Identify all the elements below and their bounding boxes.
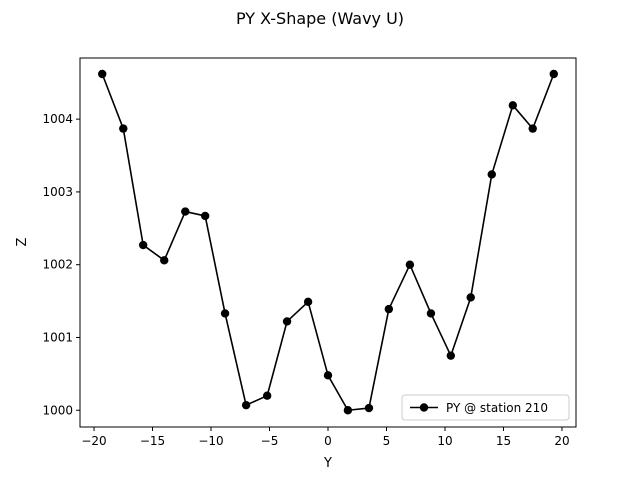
data-point [364,403,374,413]
y-axis: 1000 1001 1002 1003 1004 [42,112,80,417]
x-tick-label: −20 [81,434,106,448]
x-tick-label: −10 [198,434,223,448]
data-point [262,391,272,400]
x-axis-label: Y [323,456,332,471]
legend: PY @ station 210 [401,394,570,421]
data-point [241,400,251,410]
y-tick-label: 1000 [42,403,73,417]
data-point [138,240,148,250]
data-point [303,297,313,307]
y-axis-label: Z [15,237,30,246]
data-point [466,293,475,302]
legend-box [401,394,570,421]
legend-marker [419,403,429,412]
data-point [384,304,394,314]
data-point [323,371,333,380]
chart-title: PY X-Shape (Wavy U) [236,9,404,28]
x-tick-label: −15 [140,434,165,448]
data-point [549,69,558,79]
y-tick-label: 1004 [42,112,73,126]
x-axis: −20 −15 −10 −5 0 5 10 15 20 [81,427,570,448]
data-point [487,170,496,179]
x-tick-label: 10 [437,434,452,448]
data-point [446,351,456,360]
x-tick-label: −5 [261,434,279,448]
data-point [220,309,230,318]
data-point [119,124,128,133]
data-point [508,101,518,110]
data-point [426,309,436,318]
x-tick-label: 20 [554,434,569,448]
y-tick-label: 1003 [42,185,73,199]
data-point [98,69,107,79]
data-point [160,256,169,265]
data-point [405,260,415,269]
x-tick-label: 15 [496,434,511,448]
x-tick-label: 5 [383,434,391,448]
data-point [282,317,292,326]
y-tick-label: 1002 [42,258,73,272]
plot-area [98,69,558,415]
data-point [200,211,210,221]
y-tick-label: 1001 [42,330,73,344]
legend-label: PY @ station 210 [446,401,548,415]
data-point [528,124,537,133]
data-point [181,207,190,216]
x-tick-label: 0 [324,434,332,448]
data-point [343,406,353,415]
